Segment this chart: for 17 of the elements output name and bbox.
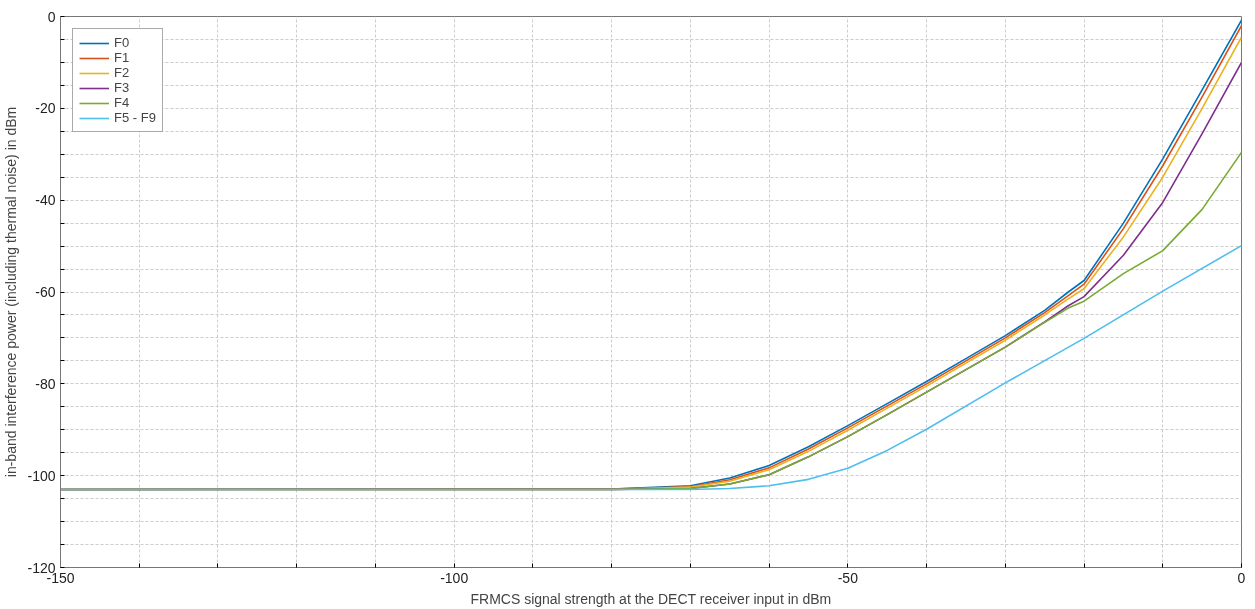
x-axis-title: FRMCS signal strength at the DECT receiver input in dBm bbox=[470, 590, 832, 607]
legend-label: F0 bbox=[114, 35, 131, 50]
y-tick-label: -20 bbox=[35, 100, 56, 117]
y-tick-label: -40 bbox=[35, 192, 56, 209]
y-tick-label: -100 bbox=[27, 467, 56, 484]
legend-label: F3 bbox=[114, 80, 131, 95]
y-tick-label: 0 bbox=[47, 8, 56, 25]
x-tick-label: 0 bbox=[1237, 569, 1246, 586]
x-tick-label: -100 bbox=[440, 569, 469, 586]
legend-label: F1 bbox=[114, 50, 131, 65]
legend-label: F2 bbox=[114, 65, 131, 80]
y-tick-label: -60 bbox=[35, 284, 56, 300]
y-tick-label: -80 bbox=[35, 375, 56, 392]
legend-label: F4 bbox=[114, 95, 131, 110]
legend-label: F5 - F9 bbox=[114, 110, 156, 125]
x-tick-label: -50 bbox=[837, 569, 859, 586]
y-axis-title: in-band interference power (including thermal noise) in dBm bbox=[3, 106, 20, 478]
